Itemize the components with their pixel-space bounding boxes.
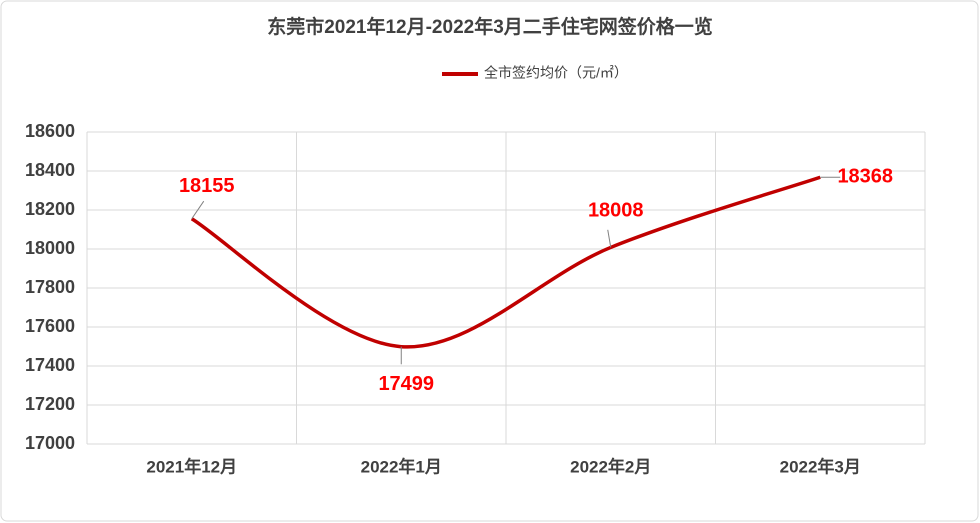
legend-label: 全市签约均价（元/㎡） (484, 65, 628, 81)
data-label: 18368 (837, 166, 893, 188)
leader-line (607, 229, 612, 248)
y-tick-label: 17000 (25, 433, 75, 453)
chart-title: 东莞市2021年12月-2022年3月二手住宅网签价格一览 (267, 15, 713, 38)
data-label: 18155 (179, 175, 235, 197)
x-tick-label: 2022年2月 (570, 456, 651, 476)
data-label: 18008 (588, 200, 644, 222)
y-tick-label: 17400 (25, 355, 75, 375)
x-tick-label: 2022年1月 (361, 456, 442, 476)
y-tick-label: 17200 (25, 394, 75, 414)
y-tick-label: 18600 (25, 121, 75, 141)
y-tick-label: 18200 (25, 199, 75, 219)
x-tick-label: 2022年3月 (780, 456, 861, 476)
leader-line (191, 200, 205, 220)
y-tick-label: 18400 (25, 160, 75, 180)
y-tick-label: 17600 (25, 316, 75, 336)
x-tick-label: 2021年12月 (146, 456, 237, 476)
line (190, 175, 821, 349)
data-label: 17499 (378, 373, 434, 395)
y-tick-label: 18000 (25, 238, 75, 258)
y-tick-label: 17800 (25, 277, 75, 297)
